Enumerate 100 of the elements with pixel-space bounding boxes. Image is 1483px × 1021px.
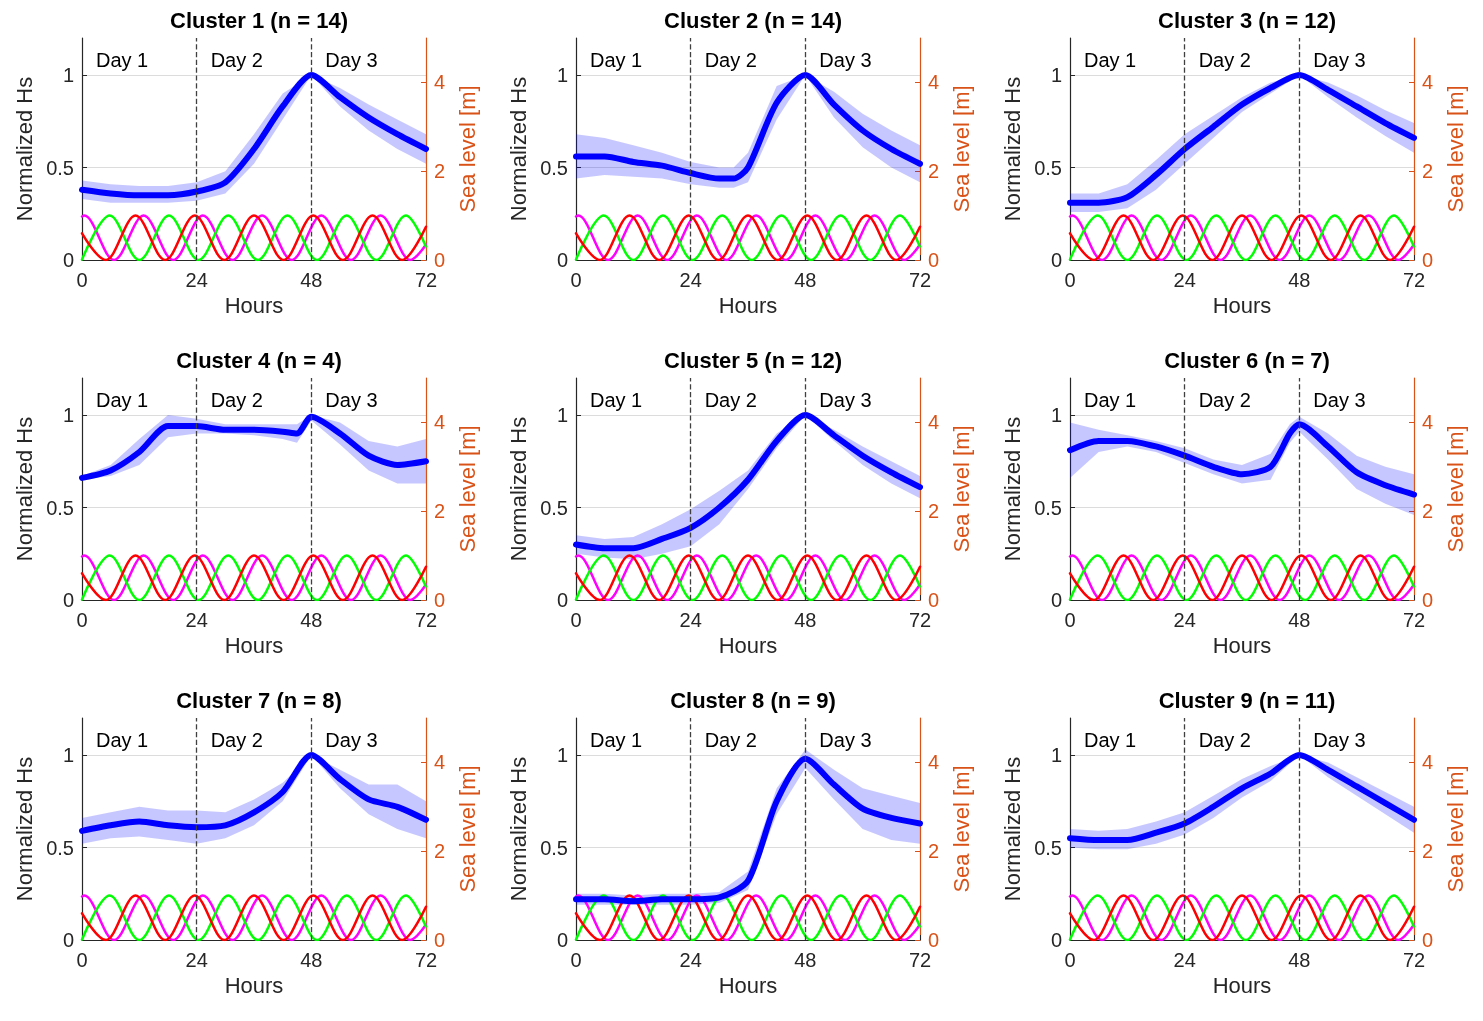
annotation: Day 2	[1198, 389, 1251, 411]
y2-tick-label: 2	[434, 160, 446, 183]
y-tick-label: 0.5	[1034, 496, 1062, 519]
annotation: Day 2	[210, 389, 263, 411]
annotation: Day 1	[96, 729, 149, 751]
y2-tick-label: 4	[434, 751, 446, 774]
y2-tick-label: 0	[1422, 249, 1434, 271]
annotation: Day 1	[590, 49, 643, 71]
y-tick-label: 0	[1050, 249, 1062, 271]
y-tick-label: 1	[62, 404, 74, 426]
y-tick-label: 1	[556, 744, 568, 766]
x-tick-label: 24	[679, 609, 702, 631]
y2-tick-label: 4	[434, 71, 446, 94]
y-tick-label: 0	[1050, 929, 1062, 951]
annotation: Day 3	[325, 389, 378, 411]
y2-tick-label: 2	[1422, 500, 1434, 523]
y-tick-label: 1	[62, 744, 74, 766]
x-tick-label: 0	[570, 269, 582, 291]
x-axis-title: Hours	[718, 973, 778, 999]
y2-tick-label: 2	[928, 840, 940, 863]
annotation: Day 2	[704, 49, 757, 71]
x-tick-label: 72	[414, 949, 438, 971]
annotation: Day 2	[1198, 49, 1251, 71]
y-axis-title: Normalized Hs	[11, 416, 37, 562]
x-tick-label: 72	[414, 609, 438, 631]
y-tick-label: 1	[1050, 404, 1062, 426]
annotation: Day 2	[210, 49, 263, 71]
x-axis-title: Hours	[1212, 293, 1272, 319]
y2-axis-title: Sea level [m]	[454, 425, 480, 553]
annotation: Day 3	[325, 729, 378, 751]
x-tick-label: 72	[908, 949, 932, 971]
y2-axis-title: Sea level [m]	[1442, 85, 1468, 213]
y-axis-title: Normalized Hs	[999, 416, 1025, 562]
y2-axis-title: Sea level [m]	[454, 765, 480, 893]
y-tick-label: 0	[62, 929, 74, 951]
y2-tick-label: 0	[1422, 589, 1434, 611]
x-tick-label: 72	[908, 609, 932, 631]
x-tick-label: 72	[1402, 949, 1426, 971]
annotation: Day 3	[325, 49, 378, 71]
x-axis-title: Hours	[718, 633, 778, 659]
y2-tick-label: 0	[928, 589, 940, 611]
x-tick-label: 24	[185, 949, 208, 971]
x-axis-title: Hours	[718, 293, 778, 319]
chart-title: Cluster 2 (n = 14)	[664, 7, 842, 33]
annotation: Day 3	[819, 49, 872, 71]
y-axis-title: Normalized Hs	[11, 76, 37, 222]
annotation: Day 2	[210, 729, 263, 751]
x-tick-label: 24	[185, 269, 208, 291]
annotation: Day 3	[1313, 49, 1366, 71]
annotation: Day 1	[590, 729, 643, 751]
annotation: Day 1	[96, 389, 149, 411]
chart-title: Cluster 4 (n = 4)	[176, 347, 342, 373]
y-tick-label: 1	[556, 404, 568, 426]
x-axis-title: Hours	[1212, 633, 1272, 659]
y2-axis-title: Sea level [m]	[1442, 425, 1468, 553]
y-tick-label: 0	[556, 589, 568, 611]
y2-axis-title: Sea level [m]	[1442, 765, 1468, 893]
y2-tick-label: 2	[1422, 160, 1434, 183]
x-tick-label: 0	[1064, 609, 1076, 631]
y2-axis-title: Sea level [m]	[948, 765, 974, 893]
x-tick-label: 48	[794, 609, 817, 631]
y2-tick-label: 0	[928, 929, 940, 951]
y-axis-title: Normalized Hs	[505, 76, 531, 222]
annotation: Day 1	[1084, 49, 1137, 71]
annotation: Day 3	[819, 729, 872, 751]
annotation: Day 3	[1313, 389, 1366, 411]
y2-tick-label: 0	[928, 249, 940, 271]
chart-title: Cluster 5 (n = 12)	[664, 347, 842, 373]
x-axis-title: Hours	[224, 293, 284, 319]
chart-title: Cluster 6 (n = 7)	[1164, 347, 1330, 373]
x-tick-label: 72	[414, 269, 438, 291]
y-tick-label: 0	[62, 249, 74, 271]
x-tick-label: 72	[1402, 609, 1426, 631]
annotation: Day 1	[590, 389, 643, 411]
x-axis-title: Hours	[224, 973, 284, 999]
y-axis-title: Normalized Hs	[11, 756, 37, 902]
y-tick-label: 0.5	[46, 496, 74, 519]
x-tick-label: 24	[679, 949, 702, 971]
x-tick-label: 48	[300, 269, 323, 291]
x-tick-label: 0	[76, 609, 88, 631]
y2-tick-label: 4	[928, 411, 940, 434]
y-tick-label: 0	[556, 929, 568, 951]
annotation: Day 3	[819, 389, 872, 411]
y-axis-title: Normalized Hs	[505, 756, 531, 902]
y-axis-title: Normalized Hs	[999, 756, 1025, 902]
annotation: Day 2	[704, 389, 757, 411]
y2-tick-label: 0	[434, 929, 446, 951]
y2-tick-label: 2	[1422, 840, 1434, 863]
y2-tick-label: 4	[928, 751, 940, 774]
annotation: Day 2	[1198, 729, 1251, 751]
y-tick-label: 1	[62, 64, 74, 86]
chart-title: Cluster 9 (n = 11)	[1158, 687, 1336, 713]
chart-title: Cluster 3 (n = 12)	[1158, 7, 1336, 33]
y2-axis-title: Sea level [m]	[948, 425, 974, 553]
y-tick-label: 0	[62, 589, 74, 611]
x-tick-label: 0	[570, 609, 582, 631]
y2-axis-title: Sea level [m]	[454, 85, 480, 213]
y2-tick-label: 0	[434, 249, 446, 271]
x-tick-label: 48	[1288, 949, 1311, 971]
y2-tick-label: 0	[1422, 929, 1434, 951]
